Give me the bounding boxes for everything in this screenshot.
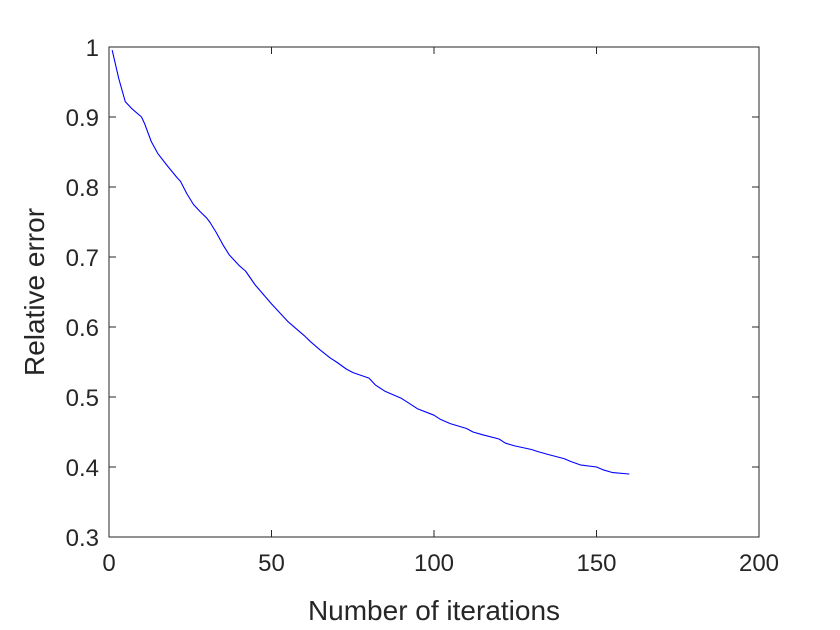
y-tick-label: 0.6 — [66, 315, 99, 342]
ticks-layer: 0 50 100 150 200 0.3 0.4 0.5 0.6 0.7 0.8 0.9 1 — [66, 35, 779, 577]
y-axis-title: Relative error — [19, 208, 50, 376]
series-line — [111, 49, 630, 475]
y-tick-label: 0.7 — [66, 245, 99, 272]
x-axis-title: Number of iterations — [308, 595, 560, 626]
y-tick-label: 0.5 — [66, 385, 99, 412]
y-tick-label: 0.4 — [66, 455, 99, 482]
series-layer — [111, 49, 630, 475]
x-tick-label: 200 — [739, 550, 779, 577]
y-tick-label: 1 — [86, 35, 99, 62]
x-tick-label: 50 — [258, 550, 285, 577]
x-tick-label: 150 — [576, 550, 616, 577]
y-tick-label: 0.9 — [66, 105, 99, 132]
y-tick-label: 0.3 — [66, 525, 99, 552]
x-tick-label: 100 — [414, 550, 454, 577]
x-tick-label: 0 — [102, 550, 115, 577]
y-tick-label: 0.8 — [66, 175, 99, 202]
plot-area — [109, 47, 759, 537]
plot-frame — [108, 46, 760, 538]
